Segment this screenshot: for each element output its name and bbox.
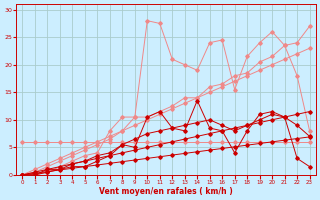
X-axis label: Vent moyen/en rafales ( km/h ): Vent moyen/en rafales ( km/h ) (99, 187, 233, 196)
